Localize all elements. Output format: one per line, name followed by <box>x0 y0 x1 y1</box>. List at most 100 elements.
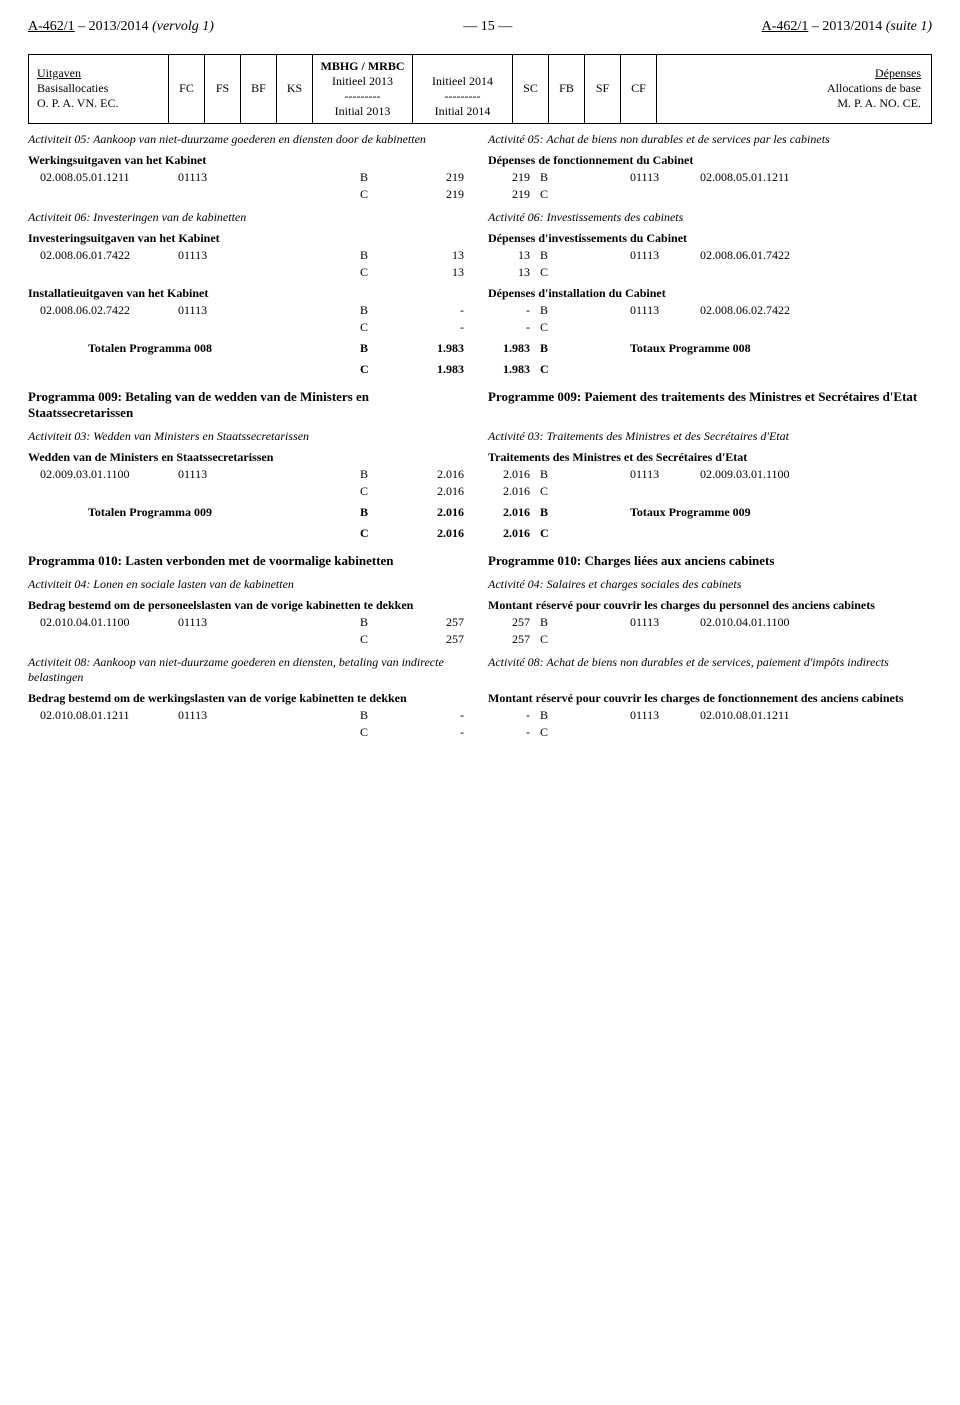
activity-06: Activiteit 06: Investeringen van de kabi… <box>28 210 932 225</box>
r04-vb-r: 257 <box>480 615 540 630</box>
r05-code-nl: 02.008.05.01.1211 <box>28 170 178 185</box>
initial-2014: Initial 2014 <box>419 104 506 119</box>
col-fs: FS <box>205 55 241 123</box>
programme-010: Programma 010: Lasten verbonden met de v… <box>28 553 932 569</box>
r08-b-l: B <box>360 708 400 723</box>
r08-fc-l: 01113 <box>178 708 238 723</box>
r03-title-nl: Wedden van de Ministers en Staatssecreta… <box>28 450 480 465</box>
r05-fc-r: 01113 <box>570 170 700 185</box>
tot009-c-r: C <box>540 526 570 541</box>
r08-vc-r: - <box>480 725 540 740</box>
tot009-b-l: B <box>360 505 400 520</box>
row-08-b: 02.010.08.01.1211 01113 B - - B 01113 02… <box>28 708 932 723</box>
tot009-label-nl: Totalen Programma 009 <box>28 505 238 520</box>
tot009-vb-l: 2.016 <box>400 505 480 520</box>
r04-fc-r: 01113 <box>570 615 700 630</box>
r06b-vc-r: - <box>480 320 540 335</box>
r04-title-nl: Bedrag bestemd om de personeelslasten va… <box>28 598 480 613</box>
r08-c-l: C <box>360 725 400 740</box>
r04-title-fr: Montant réservé pour couvrir les charges… <box>480 598 932 613</box>
row-06a-title: Investeringsuitgaven van het Kabinet Dép… <box>28 231 932 246</box>
r06a-title-nl: Investeringsuitgaven van het Kabinet <box>28 231 480 246</box>
row-08-c: C - - C <box>28 725 932 740</box>
act03-nl: Activiteit 03: Wedden van Ministers en S… <box>28 429 480 444</box>
row-06b-b: 02.008.06.02.7422 01113 B - - B 01113 02… <box>28 303 932 318</box>
tot008-vb-r: 1.983 <box>480 341 540 356</box>
r04-c-l: C <box>360 632 400 647</box>
page-header: A-462/1 – 2013/2014 (vervolg 1) — 15 — A… <box>28 18 932 36</box>
r08-title-fr: Montant réservé pour couvrir les charges… <box>480 691 932 706</box>
col-sf: SF <box>585 55 621 123</box>
row-06a-c: C 13 13 C <box>28 265 932 280</box>
r04-code-nl: 02.010.04.01.1100 <box>28 615 178 630</box>
activity-04: Activiteit 04: Lonen en sociale lasten v… <box>28 577 932 592</box>
r03-code-nl: 02.009.03.01.1100 <box>28 467 178 482</box>
r06a-title-fr: Dépenses d'investissements du Cabinet <box>480 231 932 246</box>
tot008-label-nl: Totalen Programma 008 <box>28 341 238 356</box>
r04-c-r: C <box>540 632 570 647</box>
r03-fc-r: 01113 <box>570 467 700 482</box>
act04-nl: Activiteit 04: Lonen en sociale lasten v… <box>28 577 480 592</box>
basisallocaties-nl: Basisallocaties <box>37 81 162 96</box>
r06a-c-l: C <box>360 265 400 280</box>
prog010-nl: Programma 010: Lasten verbonden met de v… <box>28 553 480 569</box>
row-05-b: 02.008.05.01.1211 01113 B 219 219 B 0111… <box>28 170 932 185</box>
row-03-b: 02.009.03.01.1100 01113 B 2.016 2.016 B … <box>28 467 932 482</box>
r03-c-r: C <box>540 484 570 499</box>
activity-03: Activiteit 03: Wedden van Ministers en S… <box>28 429 932 444</box>
budget-top-table: Uitgaven Basisallocaties O. P. A. VN. EC… <box>28 54 932 124</box>
r06a-vc-r: 13 <box>480 265 540 280</box>
col-sc: SC <box>513 55 549 123</box>
r04-fc-l: 01113 <box>178 615 238 630</box>
act08-nl: Activiteit 08: Aankoop van niet-duurzame… <box>28 655 480 685</box>
allocations-fr2: M. P. A. NO. CE. <box>663 96 921 111</box>
col-fc: FC <box>169 55 205 123</box>
header-left: A-462/1 – 2013/2014 (vervolg 1) <box>28 18 214 36</box>
r05-title-fr: Dépenses de fonctionnement du Cabinet <box>480 153 932 168</box>
activity-08: Activiteit 08: Aankoop van niet-duurzame… <box>28 655 932 685</box>
r06a-code-nl: 02.008.06.01.7422 <box>28 248 178 263</box>
r08-vc-l: - <box>400 725 480 740</box>
mbhg-label: MBHG / MRBC <box>319 59 406 74</box>
row-04-title: Bedrag bestemd om de personeelslasten va… <box>28 598 932 613</box>
row-06b-c: C - - C <box>28 320 932 335</box>
r05-vc-r: 219 <box>480 187 540 202</box>
act06-fr: Activité 06: Investissements des cabinet… <box>480 210 932 225</box>
r03-fc-l: 01113 <box>178 467 238 482</box>
tot008-c-r: C <box>540 362 570 377</box>
r04-b-r: B <box>540 615 570 630</box>
r06b-fc-l: 01113 <box>178 303 238 318</box>
totals-008-b: Totalen Programma 008 B 1.983 1.983 B To… <box>28 341 932 356</box>
tot008-c-l: C <box>360 362 400 377</box>
row-08-title: Bedrag bestemd om de werkingslasten van … <box>28 691 932 706</box>
row-05-title: Werkingsuitgaven van het Kabinet Dépense… <box>28 153 932 168</box>
r08-title-nl: Bedrag bestemd om de werkingslasten van … <box>28 691 480 706</box>
depenses-label: Dépenses <box>663 66 921 81</box>
basisallocaties-nl2: O. P. A. VN. EC. <box>37 96 162 111</box>
r05-fc-l: 01113 <box>178 170 238 185</box>
r05-title-nl: Werkingsuitgaven van het Kabinet <box>28 153 480 168</box>
initieel-2013: Initieel 2013 <box>319 74 406 89</box>
r06b-title-fr: Dépenses d'installation du Cabinet <box>480 286 932 301</box>
uitgaven-label: Uitgaven <box>37 66 162 81</box>
r03-title-fr: Traitements des Ministres et des Secréta… <box>480 450 932 465</box>
row-04-c: C 257 257 C <box>28 632 932 647</box>
tot009-b-r: B <box>540 505 570 520</box>
act05-fr: Activité 05: Achat de biens non durables… <box>480 132 932 147</box>
totals-008-c: C 1.983 1.983 C <box>28 362 932 377</box>
r06b-c-l: C <box>360 320 400 335</box>
r06b-title-nl: Installatieuitgaven van het Kabinet <box>28 286 480 301</box>
tot008-vc-r: 1.983 <box>480 362 540 377</box>
r08-code-fr: 02.010.08.01.1211 <box>700 708 932 723</box>
col-mbhg-2014: Initieel 2014 --------- Initial 2014 <box>413 55 513 123</box>
row-06a-b: 02.008.06.01.7422 01113 B 13 13 B 01113 … <box>28 248 932 263</box>
activity-05: Activiteit 05: Aankoop van niet-duurzame… <box>28 132 932 147</box>
r06b-c-r: C <box>540 320 570 335</box>
col-cf: CF <box>621 55 657 123</box>
r03-code-fr: 02.009.03.01.1100 <box>700 467 932 482</box>
row-03-title: Wedden van de Ministers en Staatssecreta… <box>28 450 932 465</box>
r06a-b-r: B <box>540 248 570 263</box>
r06a-vb-l: 13 <box>400 248 480 263</box>
r06b-vb-l: - <box>400 303 480 318</box>
sep-2014: --------- <box>419 89 506 104</box>
